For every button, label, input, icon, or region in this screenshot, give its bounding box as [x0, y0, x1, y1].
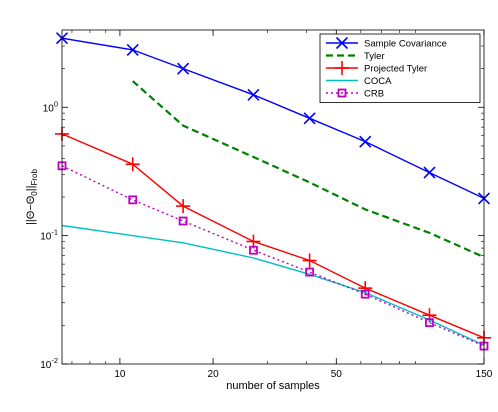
- y-tick-label: 10-2: [40, 356, 58, 371]
- data-point-marker-b: [303, 112, 316, 125]
- series-0: [55, 32, 491, 205]
- y-tick-base: 10: [43, 103, 55, 114]
- y-axis-label-norm: Frob: [30, 169, 39, 186]
- y-tick-base: 10: [40, 232, 52, 243]
- legend-marker-b: [335, 36, 349, 50]
- y-axis-label-tail: ||: [25, 186, 37, 192]
- data-point-marker-b: [423, 166, 436, 179]
- x-tick-label: 150: [476, 369, 493, 380]
- data-point-marker: [425, 318, 434, 328]
- legend-marker: [337, 88, 347, 98]
- legend-label: CRB: [364, 89, 384, 100]
- series-line: [61, 37, 485, 200]
- series-4: [57, 161, 489, 351]
- data-point-marker: [305, 267, 315, 277]
- data-point-marker: [360, 289, 370, 299]
- data-point-marker-b: [359, 135, 372, 148]
- y-tick-label: 10-1: [40, 228, 58, 243]
- series-1: [131, 80, 485, 259]
- legend-label: Sample Covariance: [364, 39, 447, 50]
- y-tick-exponent: -2: [51, 356, 58, 365]
- y-tick-label: 100: [43, 99, 58, 114]
- x-tick-label: 20: [208, 369, 220, 380]
- legend-label: Tyler: [364, 51, 385, 62]
- legend-label: Projected Tyler: [364, 64, 427, 75]
- data-point-marker: [249, 245, 258, 255]
- data-point-marker: [178, 216, 188, 226]
- x-tick-label: 10: [114, 369, 126, 380]
- data-point-marker-b: [177, 62, 190, 75]
- y-axis-label-sub: 0: [30, 191, 39, 196]
- data-point-marker: [128, 195, 138, 205]
- y-tick-exponent: -1: [51, 228, 58, 237]
- y-axis-label-main: ||Θ−Θ: [25, 195, 37, 225]
- data-point-marker-b: [247, 88, 260, 101]
- legend-label: COCA: [364, 76, 392, 87]
- y-tick-base: 10: [40, 360, 52, 371]
- data-point-marker-b: [126, 43, 139, 56]
- y-axis-label-group: ||Θ−Θ0||Frob: [25, 169, 39, 225]
- series-line: [61, 133, 485, 339]
- y-tick-exponent: 0: [54, 99, 58, 108]
- x-tick-label: 50: [331, 369, 343, 380]
- x-axis-label: number of samples: [226, 380, 320, 392]
- y-axis-label: ||Θ−Θ0||Frob: [25, 169, 39, 225]
- series-line: [131, 80, 485, 259]
